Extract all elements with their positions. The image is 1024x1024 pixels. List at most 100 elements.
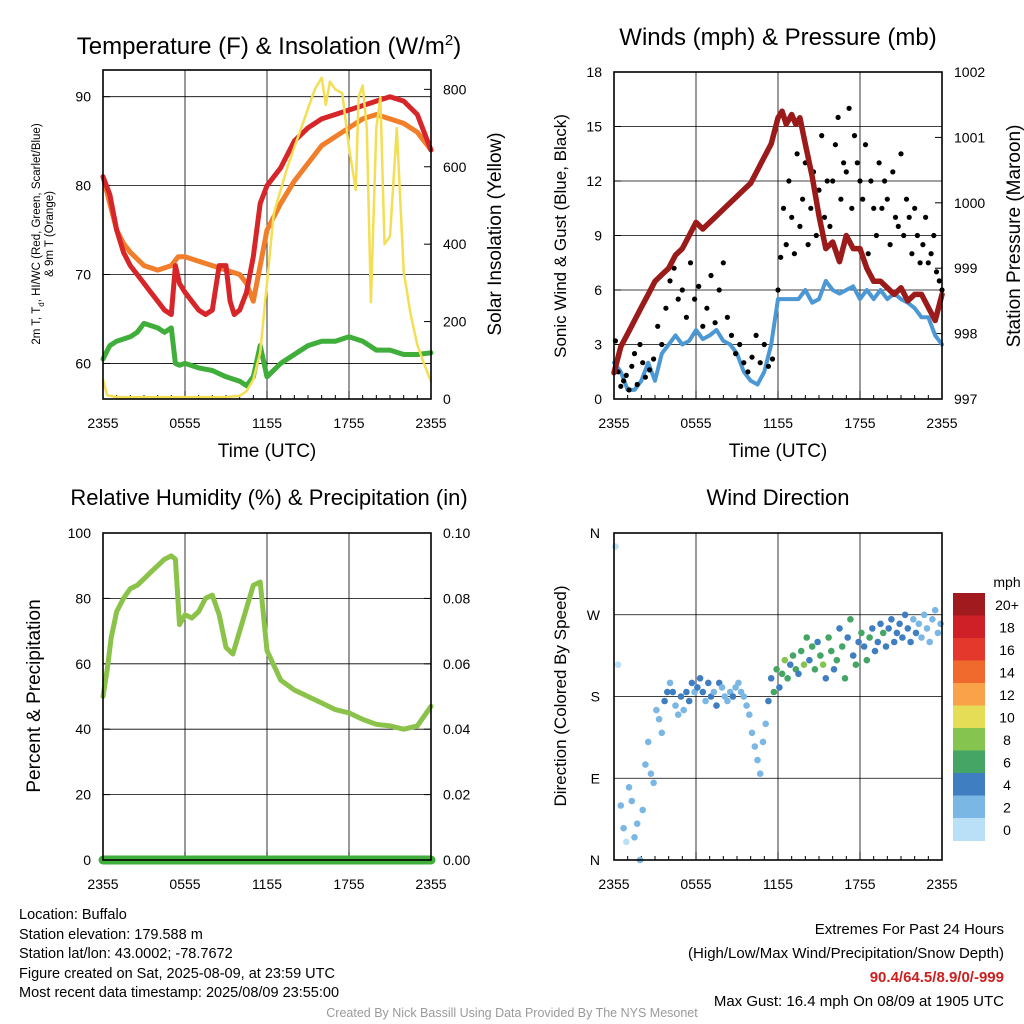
direction-point — [617, 802, 625, 809]
direction-point — [642, 761, 649, 768]
gust-point — [849, 205, 855, 211]
direction-point — [806, 656, 813, 664]
legend-label: 2 — [1003, 800, 1011, 816]
direction-point — [893, 629, 901, 637]
direction-point — [787, 661, 794, 668]
y-right-tick-label: 0.00 — [443, 852, 470, 868]
direction-point — [748, 729, 756, 737]
legend-swatch — [953, 660, 985, 684]
direction-point — [852, 661, 860, 668]
direction-point — [672, 702, 679, 709]
x-tick-label: 2355 — [415, 415, 446, 431]
gust-point — [687, 260, 694, 266]
direction-point — [874, 638, 882, 646]
direction-point — [879, 629, 887, 637]
direction-point — [918, 634, 925, 641]
direction-point — [756, 770, 764, 777]
direction-point — [765, 697, 772, 705]
direction-point — [907, 638, 914, 646]
x-tick-label: 0555 — [169, 876, 200, 892]
direction-point — [814, 638, 821, 646]
gust-point — [704, 305, 710, 311]
gust-point — [917, 260, 923, 266]
elevation-text: Station elevation: 179.588 m — [19, 926, 203, 943]
direction-point — [817, 652, 824, 659]
gust-point — [851, 133, 858, 139]
direction-point — [915, 620, 923, 628]
x-tick-label: 2355 — [87, 415, 118, 431]
direction-point — [754, 756, 761, 764]
legend-swatch — [953, 638, 985, 661]
gust-point — [667, 278, 673, 284]
direction-point — [926, 638, 933, 646]
gust-point — [629, 363, 635, 369]
gust-point — [892, 214, 899, 220]
gust-point — [646, 367, 653, 373]
humidity-line — [100, 553, 434, 732]
x-tick-label: 1155 — [763, 876, 793, 892]
legend-title: mph — [993, 574, 1020, 590]
legend-label: 18 — [999, 620, 1015, 636]
direction-point — [844, 634, 851, 641]
direction-point — [702, 697, 709, 705]
gust-point — [671, 265, 677, 271]
direction-point — [669, 688, 677, 696]
gust-point — [637, 341, 643, 348]
gust-point — [920, 242, 926, 248]
x-tick-label: 2355 — [598, 415, 629, 431]
direction-point — [890, 638, 898, 646]
gust-point — [720, 260, 726, 266]
legend-swatch — [953, 795, 985, 819]
direction-point — [674, 711, 682, 718]
extremes-values: 90.4/64.5/8.9/0/-999 — [869, 969, 1004, 986]
direction-point — [937, 620, 944, 628]
gust-point — [838, 196, 844, 202]
gust-point — [914, 232, 921, 239]
direction-point — [647, 770, 655, 777]
y-axis-title-left: Direction (Colored By Speed) — [551, 585, 570, 806]
gust-point — [753, 332, 759, 338]
gust-point — [887, 242, 893, 248]
y-left-tick-label: 20 — [75, 787, 91, 803]
y-left-tick-label: 80 — [75, 590, 91, 606]
x-tick-label: 0555 — [169, 415, 200, 431]
chart-title-humidity: Relative Humidity (%) & Precipitation (i… — [70, 485, 467, 510]
gust-point — [769, 356, 776, 362]
gust-point — [813, 232, 819, 239]
y-right-tick-label: 600 — [443, 159, 467, 175]
gust-point — [841, 160, 847, 166]
y-left-tick-label: 90 — [75, 89, 91, 105]
direction-point — [899, 634, 906, 641]
direction-point — [633, 820, 641, 827]
gust-point — [901, 232, 907, 239]
direction-point — [735, 679, 742, 687]
gust-point — [860, 196, 866, 202]
gust-point — [679, 287, 685, 293]
gust-point — [865, 251, 871, 257]
gust-point — [876, 160, 882, 166]
y-left-tick-label: 60 — [75, 656, 91, 672]
direction-point — [677, 693, 685, 700]
direction-point — [661, 697, 668, 705]
gust-point — [898, 151, 904, 157]
pressure-line — [611, 108, 945, 376]
gust-point — [733, 351, 739, 357]
direction-point — [860, 643, 868, 650]
y-left-tick-label: E — [591, 770, 600, 786]
y-right-tick-label: 1002 — [954, 64, 985, 80]
direction-point — [795, 670, 802, 678]
direction-point — [808, 643, 816, 650]
direction-point — [612, 543, 619, 550]
gust-point — [716, 287, 722, 293]
gust-point — [931, 232, 937, 239]
gust-point — [745, 369, 751, 375]
gust-point — [835, 114, 841, 120]
y-right-tick-label: 0.06 — [443, 656, 470, 672]
direction-point — [885, 625, 892, 632]
x-tick-label: 1155 — [763, 415, 793, 431]
y-axis-title-left: 2m T, Td, HI/WC (Red, Green, Scarlet/Blu… — [31, 123, 46, 344]
gust-point — [794, 151, 800, 157]
direction-point — [729, 693, 737, 700]
latlon-text: Station lat/lon: 43.0002; -78.7672 — [19, 946, 233, 962]
direction-point — [923, 625, 931, 632]
